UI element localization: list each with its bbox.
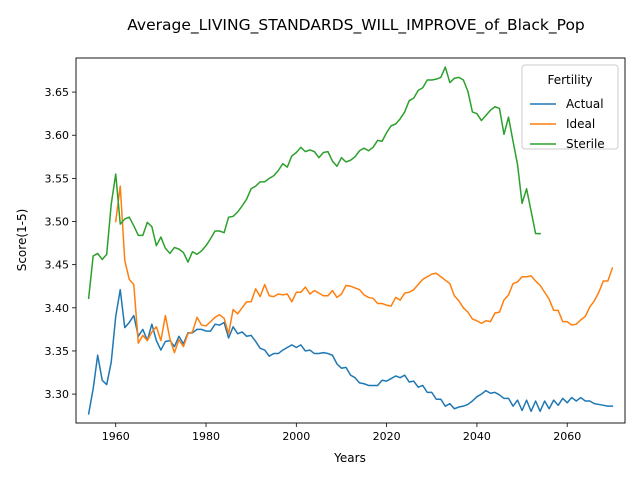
axes-frame xyxy=(75,57,626,424)
legend-label-ideal: Ideal xyxy=(566,117,595,131)
series-line-ideal xyxy=(114,185,614,354)
x-tick-label: 1960 xyxy=(102,430,130,443)
y-axis-ticks: 3.30 3.35 3.40 3.45 3.50 3.55 3.60 3.65 xyxy=(45,86,76,401)
legend-items: Actual Ideal Sterile xyxy=(530,97,605,151)
x-axis-label: Years xyxy=(333,451,366,465)
legend-title: Fertility xyxy=(547,73,592,87)
y-tick-label: 3.60 xyxy=(45,129,70,142)
y-tick-label: 3.45 xyxy=(45,259,70,272)
legend-label-actual: Actual xyxy=(566,97,604,111)
y-tick-label: 3.40 xyxy=(45,302,70,315)
legend-box xyxy=(521,64,619,150)
plot-area: 1960 1980 2000 2020 2040 2060 3.30 3.35 3.40 3.4… xyxy=(45,57,626,443)
x-tick-label: 2040 xyxy=(463,430,491,443)
y-tick-label: 3.55 xyxy=(45,172,70,185)
y-tick-label: 3.35 xyxy=(45,345,70,358)
y-axis-label: Score(1-5) xyxy=(15,209,29,272)
y-tick-label: 3.65 xyxy=(45,86,70,99)
x-axis-ticks: 1960 1980 2000 2020 2040 2060 xyxy=(102,423,581,443)
legend: Fertility Actual Ideal Sterile xyxy=(521,64,619,151)
series-lines xyxy=(87,66,614,415)
x-tick-label: 2060 xyxy=(553,430,581,443)
legend-label-sterile: Sterile xyxy=(566,137,605,151)
series-line-actual xyxy=(87,288,614,415)
x-tick-label: 2020 xyxy=(373,430,401,443)
chart-title: Average_LIVING_STANDARDS_WILL_IMPROVE_of… xyxy=(127,16,585,35)
y-tick-label: 3.30 xyxy=(45,388,70,401)
y-tick-label: 3.50 xyxy=(45,216,70,229)
series-line-sterile xyxy=(87,66,541,300)
x-tick-label: 2000 xyxy=(282,430,310,443)
x-tick-label: 1980 xyxy=(192,430,220,443)
